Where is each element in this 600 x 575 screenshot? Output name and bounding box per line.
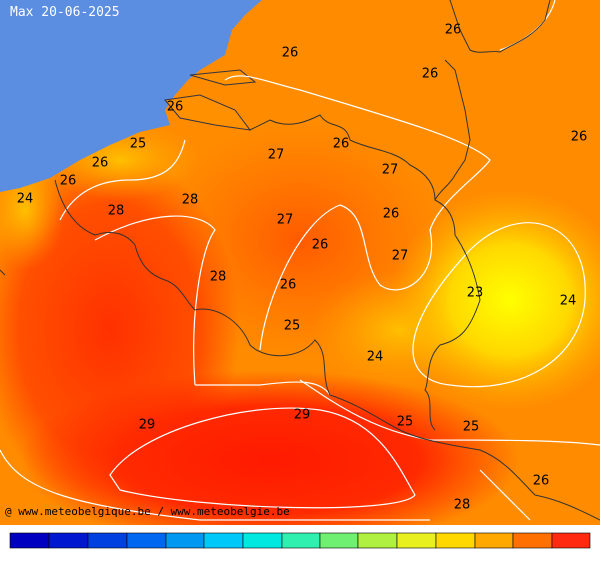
legend-area <box>0 525 600 575</box>
temperature-label: 29 <box>294 408 311 423</box>
temperature-label: 28 <box>210 270 227 285</box>
sea <box>0 0 262 192</box>
temperature-label: 26 <box>312 238 329 253</box>
temperature-label: 26 <box>333 137 350 152</box>
temperature-label: 23 <box>467 286 484 301</box>
temperature-label: 27 <box>382 163 399 178</box>
temperature-label: 28 <box>454 498 471 513</box>
temperature-label: 26 <box>533 474 550 489</box>
color-scale <box>9 532 591 549</box>
temperature-label: 27 <box>277 213 294 228</box>
temperature-label: 26 <box>167 100 184 115</box>
temperature-label: 26 <box>282 46 299 61</box>
temperature-label: 25 <box>397 415 414 430</box>
credit: @ www.meteobelgique.be / www.meteobelgie… <box>5 505 290 518</box>
temperature-label: 26 <box>445 23 462 38</box>
temperature-label: 24 <box>17 192 34 207</box>
temperature-label: 24 <box>367 350 384 365</box>
temperature-label: 25 <box>130 137 147 152</box>
temperature-label: 26 <box>60 174 77 189</box>
temperature-label: 26 <box>92 156 109 171</box>
field <box>390 190 600 410</box>
map-area <box>0 0 600 550</box>
temperature-label: 25 <box>463 420 480 435</box>
temperature-label: 29 <box>139 418 156 433</box>
temperature-label: 26 <box>571 130 588 145</box>
temperature-label: 26 <box>422 67 439 82</box>
temperature-label: 26 <box>280 278 297 293</box>
field <box>20 370 520 550</box>
temperature-label: 24 <box>560 294 577 309</box>
temperature-label: 28 <box>108 204 125 219</box>
temperature-label: 28 <box>182 193 199 208</box>
temperature-label: 27 <box>392 249 409 264</box>
temperature-label: 27 <box>268 148 285 163</box>
borders <box>0 0 600 521</box>
temperature-label: 26 <box>383 207 400 222</box>
temperature-label: 25 <box>284 319 301 334</box>
map-title: Max 20-06-2025 <box>10 5 120 20</box>
